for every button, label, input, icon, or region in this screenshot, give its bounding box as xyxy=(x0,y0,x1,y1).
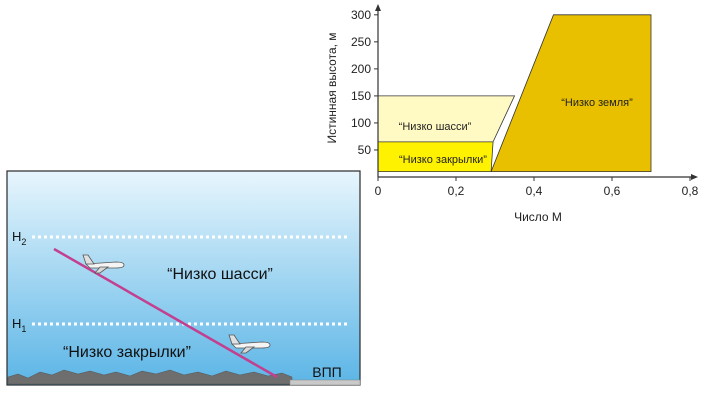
y-tick-label: 50 xyxy=(358,143,372,157)
zone-label-gear: “Низко шасси” xyxy=(167,266,273,283)
region-label-gear: “Низко шасси” xyxy=(399,121,472,133)
airplane-lower-icon xyxy=(228,334,271,354)
h2-label-main: H xyxy=(12,229,21,244)
y-ticks: 50 100 150 200 250 300 xyxy=(351,8,378,157)
glide-path xyxy=(53,247,278,379)
h1-label-sub: 1 xyxy=(21,324,26,334)
region-label-ground: “Низко земля” xyxy=(561,97,633,109)
y-tick-label: 300 xyxy=(351,8,371,22)
x-tick-label: 0,2 xyxy=(448,184,465,198)
airplane-upper-icon xyxy=(82,254,125,274)
region-label-flaps: “Низко закрылки” xyxy=(399,154,487,166)
x-tick-label: 0,4 xyxy=(526,184,543,198)
approach-illustration: H2 H1 “Низко шасси” “Низко закрылки” ВПП xyxy=(6,170,361,386)
runway-label: ВПП xyxy=(312,364,341,380)
x-axis-label: Число М xyxy=(514,210,562,224)
region-gear xyxy=(377,95,516,143)
chart-regions xyxy=(377,14,652,172)
x-tick-label: 0 xyxy=(375,184,382,198)
h1-label-main: H xyxy=(12,316,21,331)
y-tick-label: 150 xyxy=(351,89,371,103)
region-ground xyxy=(490,14,652,172)
y-axis-arrow xyxy=(375,4,381,11)
y-tick-label: 100 xyxy=(351,116,371,130)
y-tick-label: 200 xyxy=(351,62,371,76)
h1-label: H1 xyxy=(12,316,26,334)
runway-strip xyxy=(289,379,361,386)
x-tick-label: 0,8 xyxy=(682,184,699,198)
x-axis-arrow xyxy=(691,174,698,180)
h2-label-sub: 2 xyxy=(21,237,26,247)
y-tick-label: 250 xyxy=(351,35,371,49)
y-axis-label: Истинная высота, м xyxy=(325,32,339,143)
x-tick-label: 0,6 xyxy=(604,184,621,198)
zone-label-flaps: “Низко закрылки” xyxy=(63,344,191,361)
x-ticks: 0 0,2 0,4 0,6 0,8 xyxy=(375,177,699,198)
altitude-mach-chart: “Низко шасси” “Низко закрылки” “Низко зе… xyxy=(325,4,699,224)
h2-label: H2 xyxy=(12,229,26,247)
terrain xyxy=(7,369,293,385)
sky-background xyxy=(6,170,361,386)
